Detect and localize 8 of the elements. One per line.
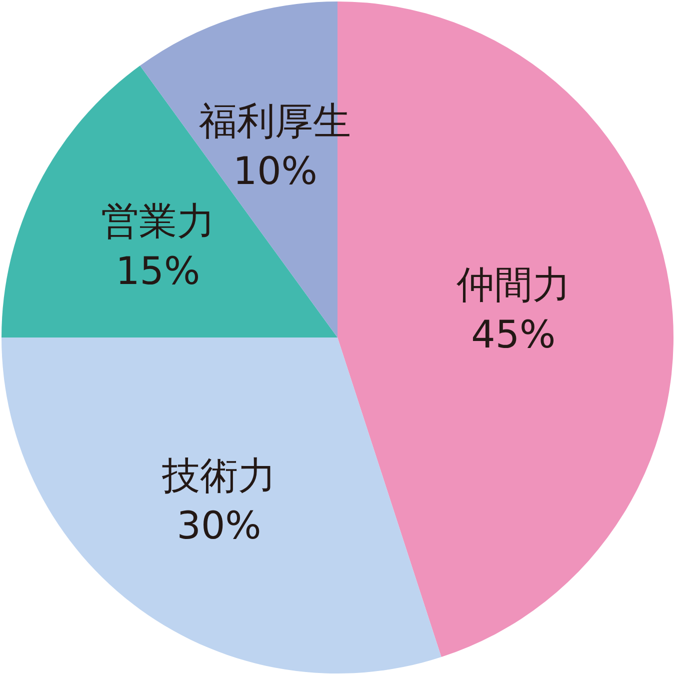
slice-label: 福利厚生 (199, 98, 352, 143)
slice-label: 技術力 (161, 454, 276, 498)
slice-label: 営業力 (100, 198, 215, 243)
data-label: 45% (471, 312, 556, 357)
data-label: 15% (116, 248, 200, 293)
data-label: 30% (176, 504, 262, 548)
slice-label: 仲間力 (456, 262, 570, 307)
data-label: 10% (232, 148, 318, 193)
